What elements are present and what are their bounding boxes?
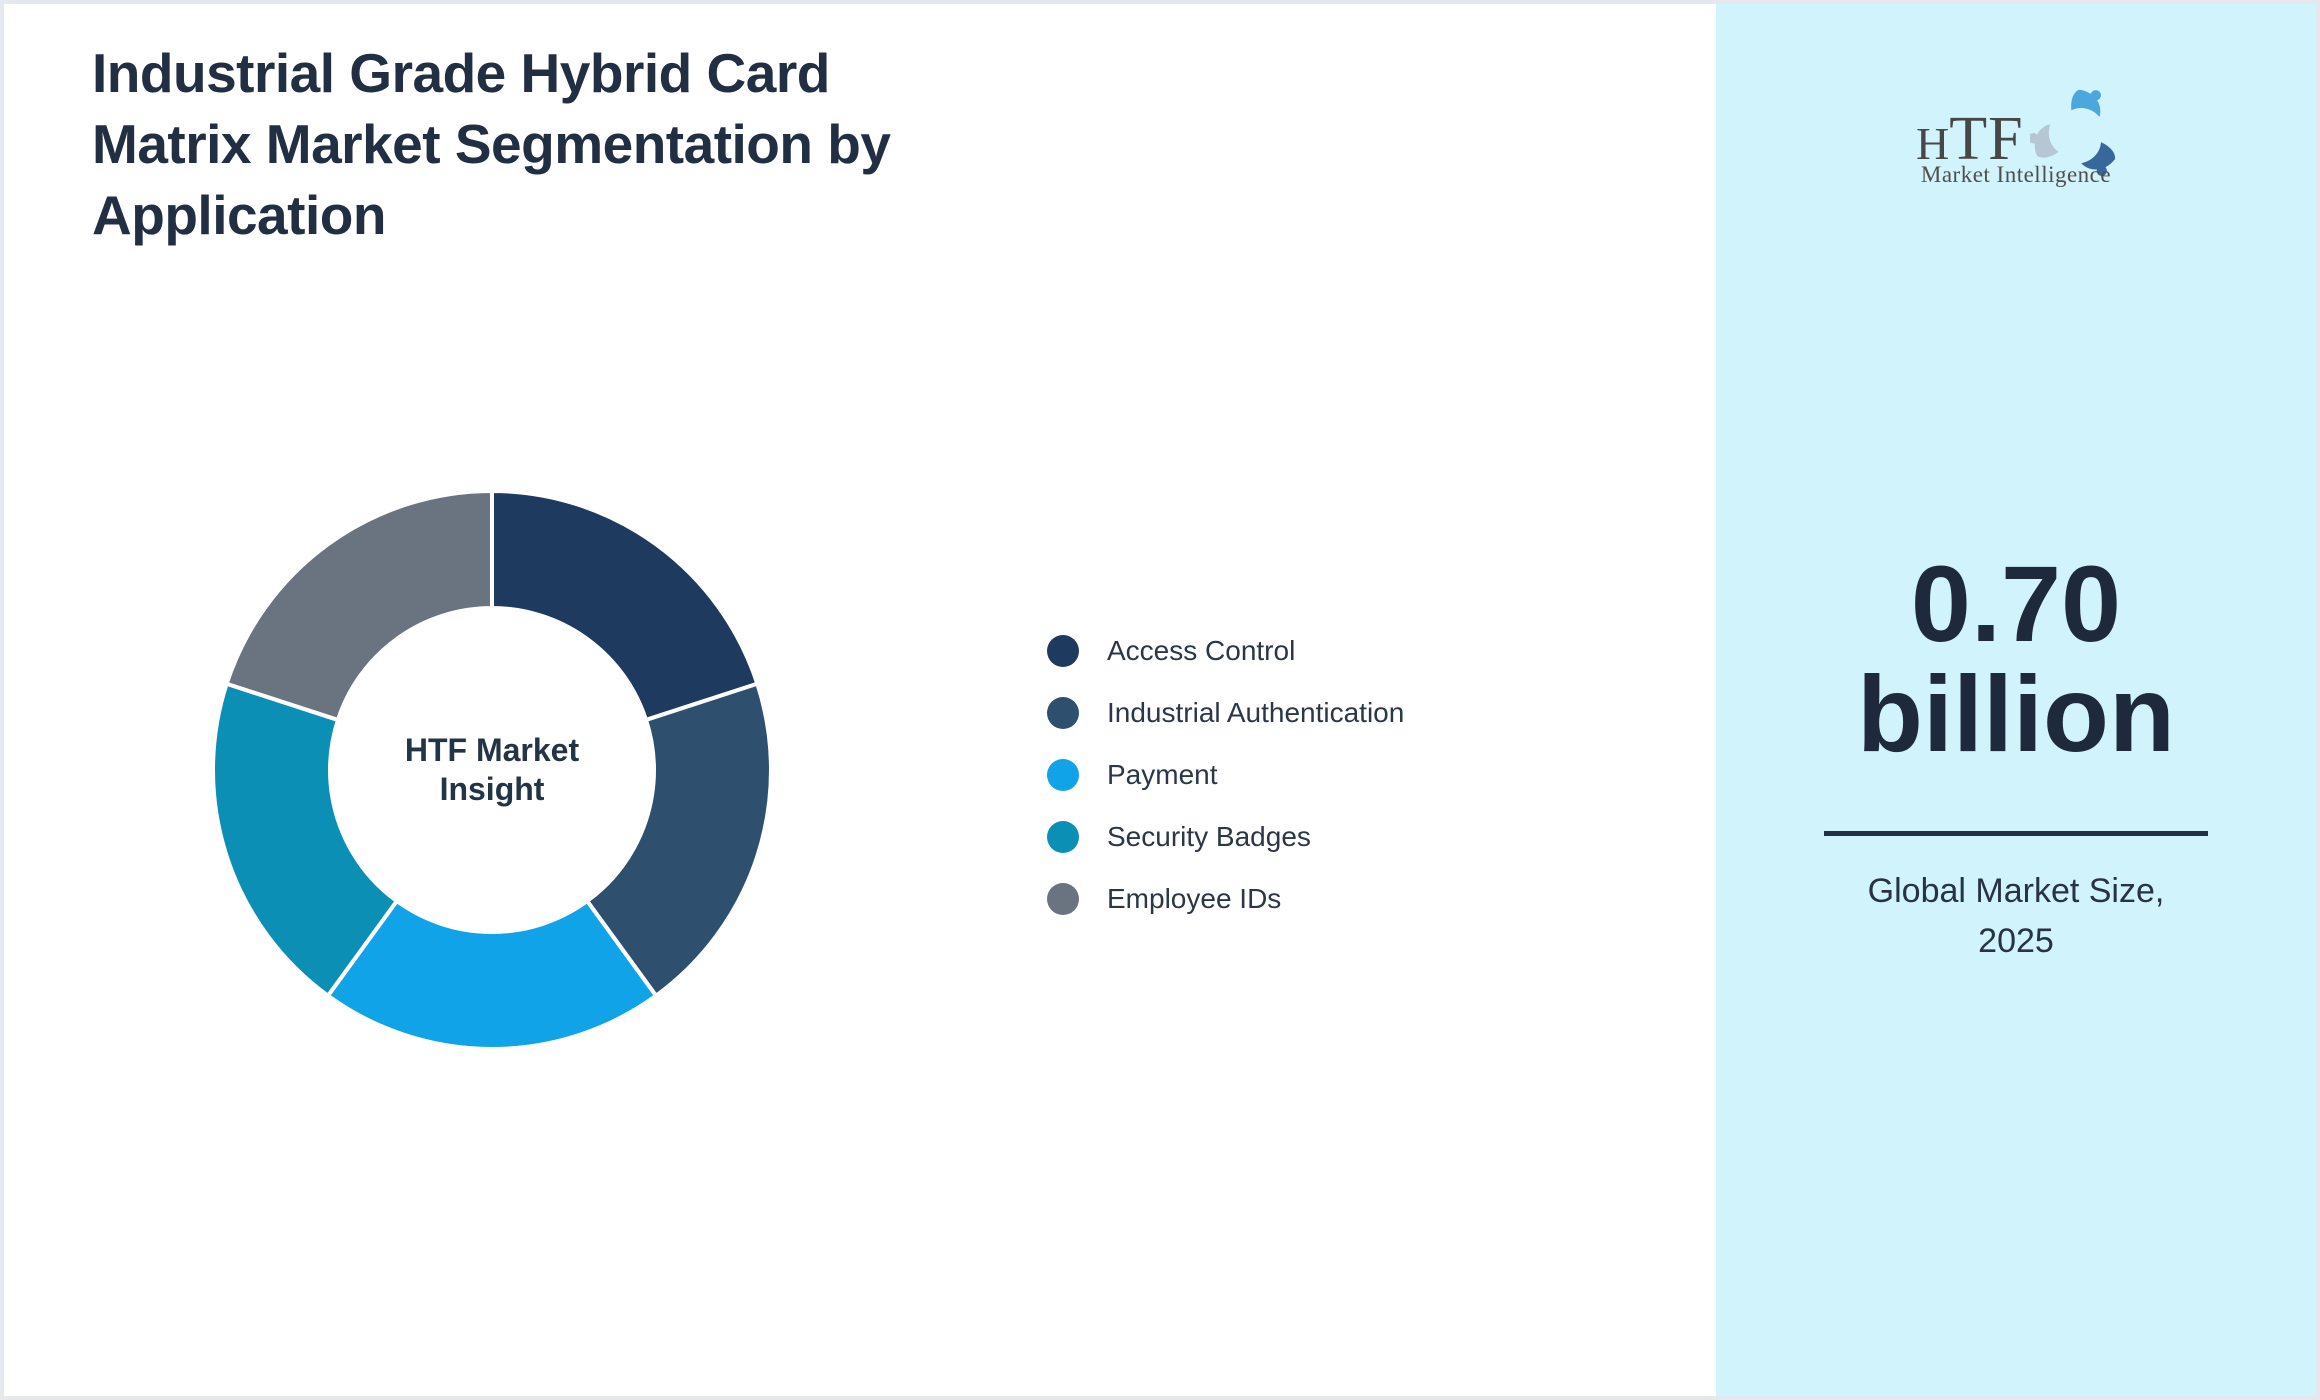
legend-item-payment: Payment [1047, 744, 1404, 806]
market-size-value: 0.70 billion [1857, 543, 2175, 774]
legend-label-employee-ids: Employee IDs [1107, 883, 1282, 914]
market-size-caption: Global Market Size, 2025 [1867, 872, 2165, 960]
donut-chart-svg [211, 489, 773, 1051]
legend-dot-access-control [1047, 635, 1079, 667]
donut-segment-employee-ids [224, 489, 494, 722]
logo-letter-h: H [1916, 118, 1950, 169]
legend-dot-industrial-authentication [1047, 697, 1079, 729]
logo-swirl-icon [2030, 89, 2116, 176]
donut-segment-industrial-authentication [585, 681, 773, 998]
logo-letters-tf: TF [1949, 105, 2024, 173]
legend-label-access-control: Access Control [1107, 635, 1296, 666]
divider-line [1824, 831, 2208, 836]
donut-segment-security-badges [211, 681, 399, 998]
legend-item-security-badges: Security Badges [1047, 806, 1404, 868]
logo-tagline: Market Intelligence [1920, 162, 2112, 187]
brand-logo: HTF Market Intelligence [1916, 89, 2116, 194]
legend-item-access-control: Access Control [1047, 620, 1404, 682]
logo-text: HTF [1916, 104, 2024, 175]
legend-label-security-badges: Security Badges [1107, 821, 1311, 852]
chart-legend: Access Control Industrial Authentication P… [1047, 620, 1404, 930]
sidebar: HTF Market Intelligence 0.70 billion Glo… [1716, 4, 2316, 1396]
legend-label-industrial-authentication: Industrial Authentication [1107, 697, 1405, 728]
legend-item-industrial-authentication: Industrial Authentication [1047, 682, 1404, 744]
donut-chart: HTF Market Insight [211, 489, 773, 1051]
legend-dot-security-badges [1047, 821, 1079, 853]
legend-dot-payment [1047, 759, 1079, 791]
donut-segment-access-control [490, 489, 760, 722]
page-title: Industrial Grade Hybrid Card Matrix Mark… [92, 42, 891, 246]
legend-item-employee-ids: Employee IDs [1047, 868, 1404, 930]
legend-dot-employee-ids [1047, 883, 1079, 915]
legend-label-payment: Payment [1107, 759, 1218, 790]
donut-segment-payment [326, 899, 658, 1051]
